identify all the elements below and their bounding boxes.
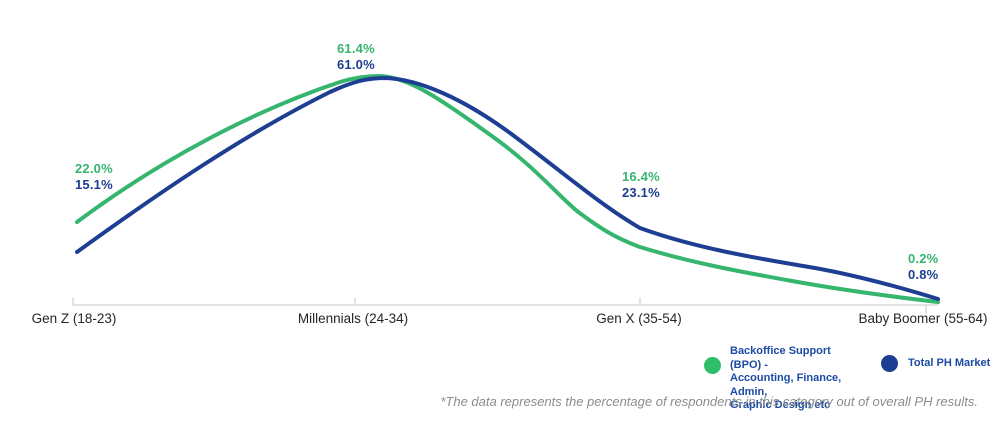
x-tick-label-gen-x: Gen X (35-54)	[596, 311, 682, 326]
value-label-gen-z: 22.0% 15.1%	[75, 161, 113, 193]
value-gen-x-bpo: 16.4%	[622, 169, 660, 184]
x-tick-label-millennials: Millennials (24-34)	[297, 311, 409, 326]
legend-swatch-bpo	[704, 357, 721, 374]
x-tick-label-baby-boomer: Baby Boomer (55-64)	[858, 311, 988, 326]
footnote: *The data represents the percentage of r…	[440, 394, 978, 409]
value-baby-boomer-total: 0.8%	[908, 267, 939, 282]
value-millennials-bpo: 61.4%	[337, 41, 375, 56]
legend-swatch-total	[881, 355, 898, 372]
bpo-series-line	[75, 73, 940, 304]
value-baby-boomer-bpo: 0.2%	[908, 251, 939, 266]
value-gen-z-bpo: 22.0%	[75, 161, 113, 176]
total-ph-series-line	[75, 75, 940, 301]
value-label-baby-boomer: 0.2% 0.8%	[908, 251, 938, 283]
value-label-gen-x: 16.4% 23.1%	[622, 169, 660, 201]
value-gen-x-total: 23.1%	[622, 185, 660, 200]
x-tick-label-gen-z: Gen Z (18-23)	[31, 311, 117, 326]
value-label-millennials: 61.4% 61.0%	[337, 41, 375, 73]
legend-label-bpo: Backoffice Support (BPO) - Accounting, F…	[730, 345, 842, 411]
value-gen-z-total: 15.1%	[75, 177, 113, 192]
value-millennials-total: 61.0%	[337, 57, 375, 72]
legend-label-total: Total PH Market	[908, 357, 991, 369]
